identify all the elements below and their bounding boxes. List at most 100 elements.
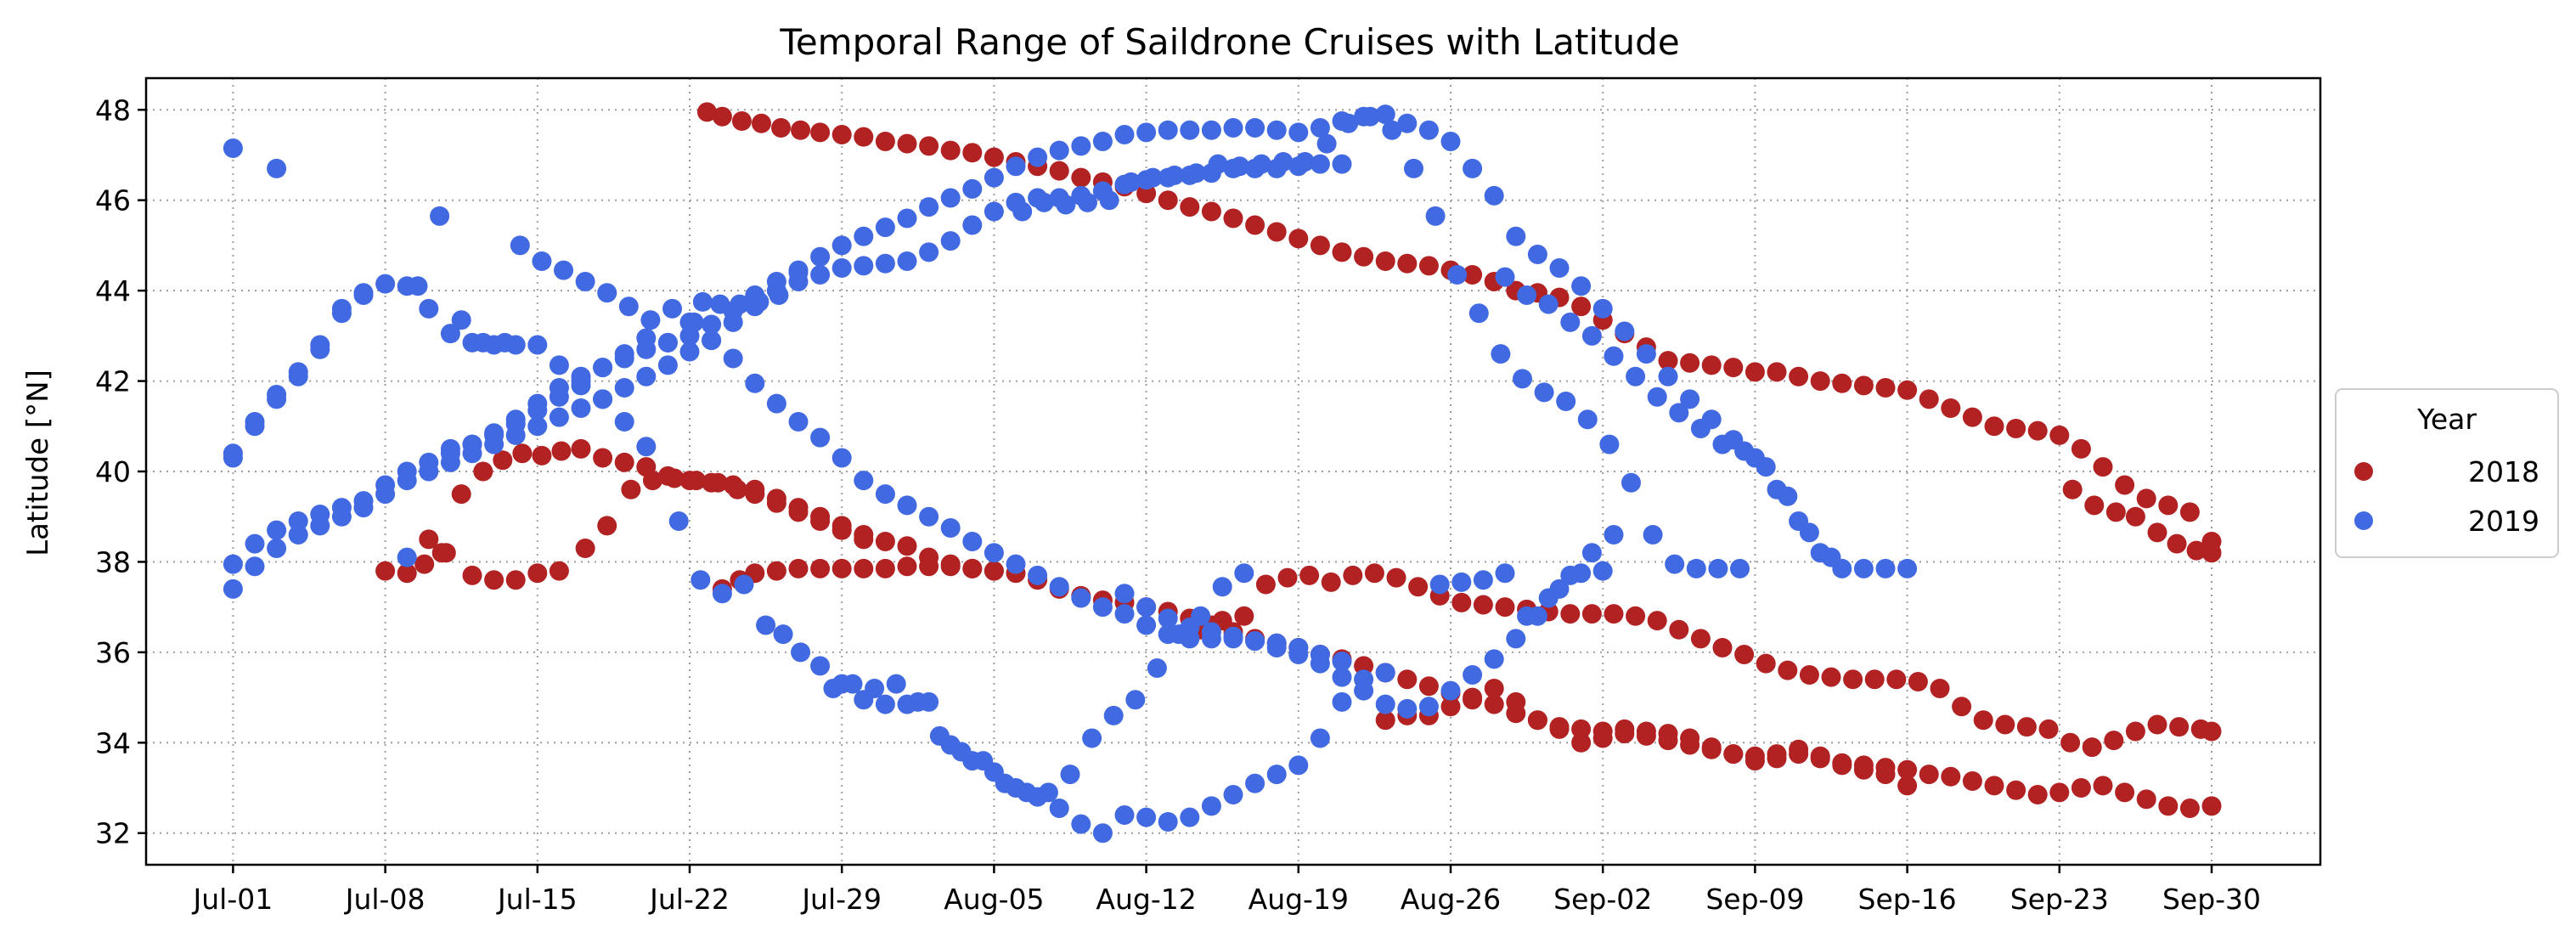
data-point-2019 xyxy=(1512,369,1532,389)
data-point-2019 xyxy=(1028,147,1048,167)
data-point-2019 xyxy=(593,358,613,378)
data-point-2018 xyxy=(1734,645,1755,665)
data-point-2019 xyxy=(919,242,939,262)
data-point-2018 xyxy=(854,558,874,578)
data-point-2019 xyxy=(919,506,939,527)
data-point-2019 xyxy=(575,271,595,291)
data-point-2018 xyxy=(2147,522,2167,543)
data-point-2019 xyxy=(1615,321,1635,341)
x-tick-label: Aug-12 xyxy=(1096,883,1196,916)
data-point-2019 xyxy=(1397,113,1418,133)
data-point-2018 xyxy=(1919,389,1939,409)
data-point-2018 xyxy=(1941,398,1961,418)
data-point-2018 xyxy=(1875,765,1896,785)
data-point-2018 xyxy=(2104,731,2124,751)
data-point-2019 xyxy=(1099,190,1119,211)
data-point-2018 xyxy=(707,472,728,493)
data-point-2018 xyxy=(664,468,685,488)
data-point-2019 xyxy=(1294,151,1315,172)
data-point-2019 xyxy=(549,387,569,407)
data-point-2019 xyxy=(1484,649,1504,669)
data-point-2018 xyxy=(1647,611,1667,631)
data-point-2019 xyxy=(1403,158,1423,178)
data-point-2019 xyxy=(1234,563,1254,584)
data-point-2019 xyxy=(1799,522,1819,543)
x-tick-label: Sep-16 xyxy=(1858,883,1957,916)
data-point-2019 xyxy=(640,310,661,330)
data-point-2018 xyxy=(1897,776,1918,796)
data-point-2018 xyxy=(854,529,874,550)
legend-marker-2019 xyxy=(2354,511,2373,530)
y-tick-label: 46 xyxy=(95,184,131,217)
data-point-2018 xyxy=(962,558,983,578)
data-point-2018 xyxy=(962,143,983,163)
data-point-2019 xyxy=(397,471,417,491)
data-point-2018 xyxy=(2158,796,2179,816)
data-points xyxy=(223,102,2222,844)
data-point-2018 xyxy=(532,445,552,466)
data-point-2018 xyxy=(727,479,747,499)
data-point-2018 xyxy=(1418,256,1439,276)
data-point-2019 xyxy=(1071,136,1091,156)
x-tick-label: Jul-15 xyxy=(496,883,578,916)
data-point-2019 xyxy=(1310,118,1330,138)
data-point-2018 xyxy=(1397,253,1418,274)
x-tick-label: Jul-01 xyxy=(192,883,273,916)
data-point-2019 xyxy=(1534,382,1554,403)
data-point-2019 xyxy=(919,197,939,217)
data-point-2018 xyxy=(1778,660,1798,680)
data-point-2018 xyxy=(1397,669,1418,690)
data-point-2018 xyxy=(2049,425,2070,445)
data-point-2018 xyxy=(1930,678,1950,698)
data-point-2019 xyxy=(245,533,265,554)
data-point-2018 xyxy=(751,113,771,133)
data-point-2019 xyxy=(984,167,1004,188)
data-point-2018 xyxy=(593,448,613,468)
data-point-2019 xyxy=(310,516,330,536)
data-point-2019 xyxy=(984,201,1004,222)
x-tick-label: Sep-02 xyxy=(1553,883,1652,916)
data-point-2019 xyxy=(1538,294,1559,314)
data-point-2019 xyxy=(1288,755,1309,776)
data-point-2019 xyxy=(1125,690,1146,710)
data-point-2018 xyxy=(1354,656,1374,676)
data-point-2019 xyxy=(375,484,396,505)
data-point-2018 xyxy=(1343,565,1363,585)
data-point-2018 xyxy=(484,570,504,590)
data-point-2019 xyxy=(756,615,776,635)
data-point-2019 xyxy=(451,310,471,330)
data-point-2019 xyxy=(1875,558,1896,578)
data-point-2018 xyxy=(1690,629,1711,649)
data-point-2018 xyxy=(1571,719,1592,739)
x-tick-label: Sep-09 xyxy=(1705,883,1804,916)
data-point-2019 xyxy=(1212,577,1232,597)
data-point-2018 xyxy=(1995,714,2015,735)
data-point-2018 xyxy=(791,120,811,140)
data-point-2018 xyxy=(875,531,895,551)
data-point-2018 xyxy=(1527,710,1547,731)
data-point-2018 xyxy=(2082,737,2102,758)
data-point-2019 xyxy=(1223,118,1243,138)
data-point-2019 xyxy=(1164,165,1185,185)
data-point-2019 xyxy=(1310,728,1330,748)
data-point-2019 xyxy=(1821,547,1841,567)
data-point-2019 xyxy=(1495,267,1515,287)
data-point-2019 xyxy=(331,506,352,527)
data-point-2019 xyxy=(886,674,906,694)
data-point-2019 xyxy=(1201,120,1221,140)
data-point-2018 xyxy=(2201,721,2222,742)
data-point-2018 xyxy=(1789,744,1809,765)
data-point-2019 xyxy=(549,407,569,427)
data-point-2018 xyxy=(1375,710,1395,731)
y-tick-label: 32 xyxy=(95,817,131,850)
data-point-2018 xyxy=(1984,416,2004,437)
data-point-2019 xyxy=(614,378,634,398)
data-point-2018 xyxy=(788,558,809,578)
data-point-2018 xyxy=(2136,488,2156,509)
data-point-2019 xyxy=(1201,622,1221,642)
data-point-2018 xyxy=(1853,759,1874,780)
data-point-2018 xyxy=(810,122,831,143)
data-point-2019 xyxy=(1316,133,1337,154)
data-point-2018 xyxy=(1581,604,1602,624)
data-point-2018 xyxy=(1745,751,1765,771)
